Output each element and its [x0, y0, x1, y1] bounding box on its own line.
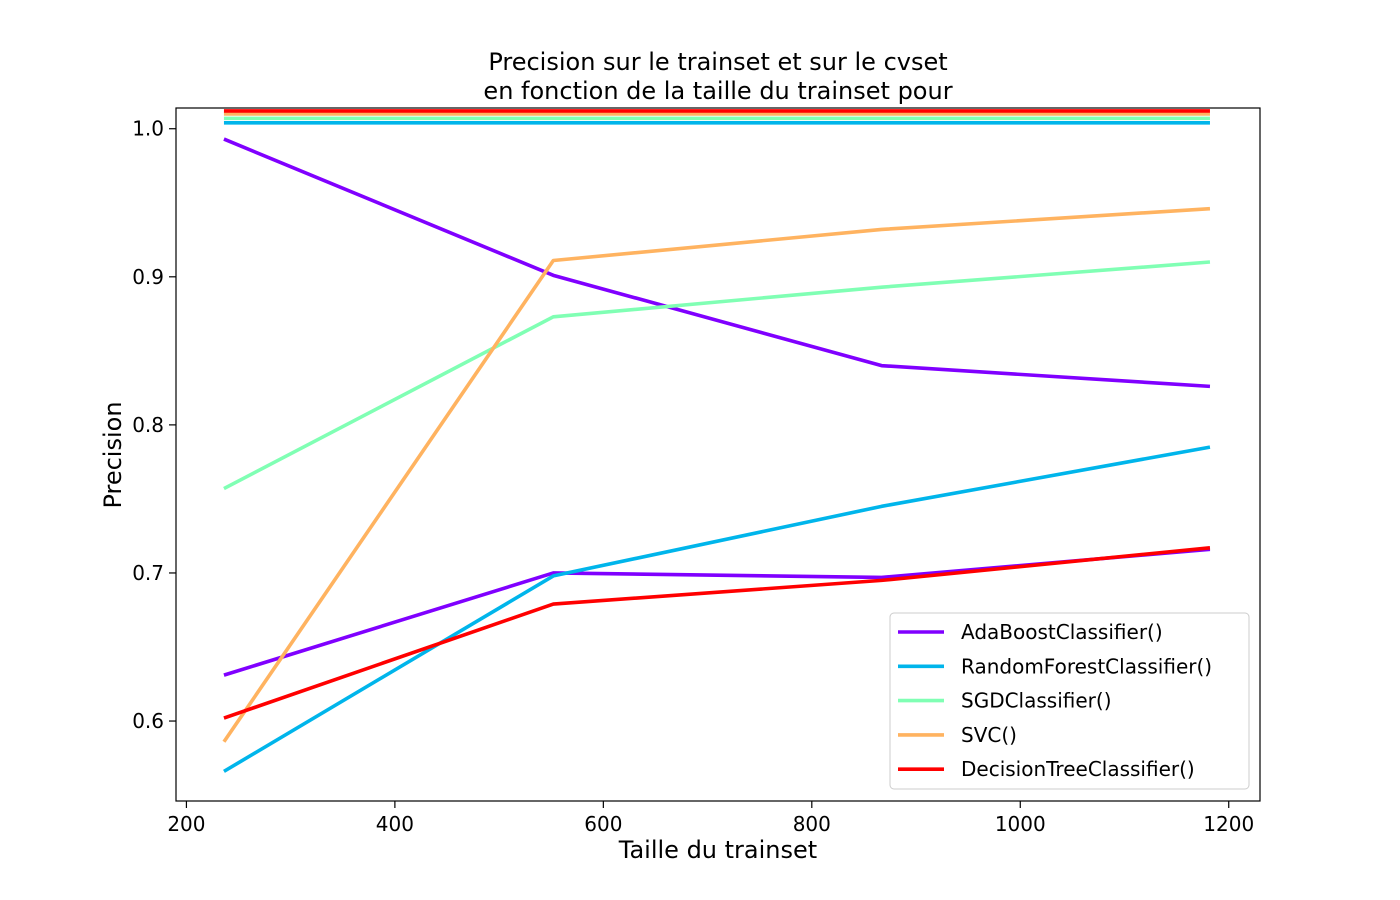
x-tick-label: 1200	[1203, 812, 1254, 836]
y-tick-label: 1.0	[132, 117, 164, 141]
chart-title-line-1: Precision sur le trainset et sur le cvse…	[488, 48, 947, 76]
series-line-adaboostclassifier-train	[223, 137, 1211, 389]
plot-lines	[222, 109, 1211, 773]
y-axis-label: Precision	[99, 401, 127, 508]
legend-label-randomforestclassifier: RandomForestClassifier()	[961, 654, 1212, 678]
y-tick-label: 0.6	[132, 709, 164, 733]
legend: AdaBoostClassifier() RandomForestClassifi…	[889, 612, 1250, 790]
legend-label-sgdclassifier: SGDClassifier()	[961, 689, 1112, 713]
legend-label-svc: SVC()	[961, 723, 1017, 747]
legend-label-adaboostclassifier: AdaBoostClassifier()	[961, 620, 1163, 644]
legend-label-decisiontreeclassifier: DecisionTreeClassifier()	[961, 757, 1195, 781]
x-axis-label: Taille du trainset	[618, 836, 817, 864]
series-line-randomforestclassifier-cv	[223, 445, 1211, 773]
y-tick-label: 0.9	[132, 265, 164, 289]
y-tick-label: 0.8	[132, 413, 164, 437]
y-tick-label: 0.7	[132, 561, 164, 585]
x-tick-label: 400	[376, 812, 414, 836]
y-axis: 0.6 0.7 0.8 0.9 1.0	[132, 117, 176, 733]
series-line-sgdclassifier-cv	[223, 260, 1211, 491]
series-line-decisiontreeclassifier-cv	[223, 545, 1211, 720]
x-tick-label: 1000	[995, 812, 1046, 836]
x-axis: 200 400 600 800 1000 1200	[167, 801, 1254, 836]
series-line-svc-cv	[222, 206, 1211, 743]
chart-title-line-2: en fonction de la taille du trainset pou…	[483, 77, 952, 105]
x-tick-label: 800	[793, 812, 831, 836]
x-tick-label: 200	[167, 812, 205, 836]
x-tick-label: 600	[584, 812, 622, 836]
plot-frame	[175, 107, 1261, 802]
legend-box	[889, 612, 1250, 790]
